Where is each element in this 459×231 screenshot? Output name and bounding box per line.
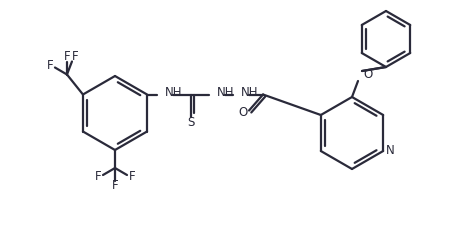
Text: NH: NH bbox=[241, 86, 258, 99]
Text: O: O bbox=[238, 106, 247, 119]
Text: F: F bbox=[95, 170, 101, 183]
Text: F: F bbox=[63, 50, 70, 63]
Text: F: F bbox=[72, 50, 78, 63]
Text: S: S bbox=[187, 116, 194, 129]
Text: O: O bbox=[362, 69, 371, 82]
Text: NH: NH bbox=[165, 86, 182, 99]
Text: F: F bbox=[46, 59, 53, 72]
Text: NH: NH bbox=[217, 86, 234, 99]
Text: F: F bbox=[129, 170, 135, 183]
Text: F: F bbox=[112, 179, 118, 192]
Text: N: N bbox=[385, 145, 394, 158]
